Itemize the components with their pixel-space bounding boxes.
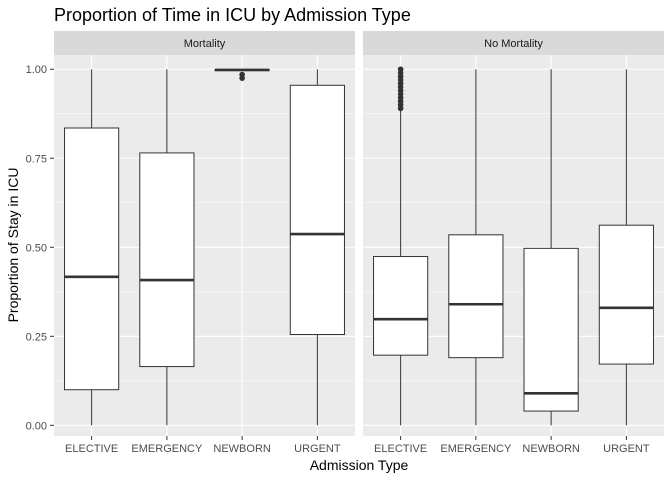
chart-title: Proportion of Time in ICU by Admission T… — [54, 5, 411, 25]
facet-strip — [363, 31, 664, 55]
box-iqr — [289, 84, 345, 336]
x-tick-label: URGENT — [603, 443, 650, 455]
y-axis-title: Proportion of Stay in ICU — [5, 168, 21, 323]
y-tick-label: 0.25 — [26, 331, 47, 343]
y-tick-label: 0.00 — [26, 420, 47, 432]
x-tick-label: URGENT — [294, 443, 341, 455]
outlier-point — [397, 66, 404, 73]
box-iqr — [373, 256, 429, 356]
x-axis-title: Admission Type — [310, 457, 409, 473]
facet-strip-label: No Mortality — [484, 38, 543, 50]
x-tick-label: EMERGENCY — [131, 443, 203, 455]
box-newborn — [523, 69, 579, 426]
x-tick-label: NEWBORN — [213, 443, 271, 455]
x-tick-label: ELECTIVE — [65, 443, 118, 455]
box-urgent — [289, 69, 345, 426]
box-iqr — [139, 152, 195, 368]
y-tick-label: 0.75 — [26, 153, 47, 165]
box-urgent — [598, 69, 654, 426]
box-iqr — [64, 127, 120, 391]
box-newborn — [214, 68, 270, 81]
x-tick-label: NEWBORN — [522, 443, 580, 455]
box-emergency — [448, 69, 504, 426]
x-tick-label: EMERGENCY — [440, 443, 512, 455]
box-iqr — [598, 224, 654, 365]
facet-strip-label: Mortality — [184, 38, 226, 50]
box-emergency — [139, 69, 195, 426]
box-elective — [64, 69, 120, 426]
y-tick-label: 0.50 — [26, 242, 47, 254]
y-axis: 0.00 0.25 0.50 0.75 1.00 — [26, 64, 54, 432]
box-iqr — [448, 234, 504, 359]
y-tick-label: 1.00 — [26, 64, 47, 76]
facet-panel-mortality: Mortality ELECTIVE EMERGENCY NEWBORN URGENT — [54, 31, 355, 455]
box-elective — [373, 66, 429, 426]
outlier-point — [239, 71, 245, 78]
x-tick-label: ELECTIVE — [374, 443, 427, 455]
facet-panel-no-mortality: No Mortality ELECTIVE EMERGENCY NEWBORN URGE… — [363, 31, 664, 455]
box-iqr — [523, 247, 579, 412]
facet-strip — [54, 31, 355, 55]
